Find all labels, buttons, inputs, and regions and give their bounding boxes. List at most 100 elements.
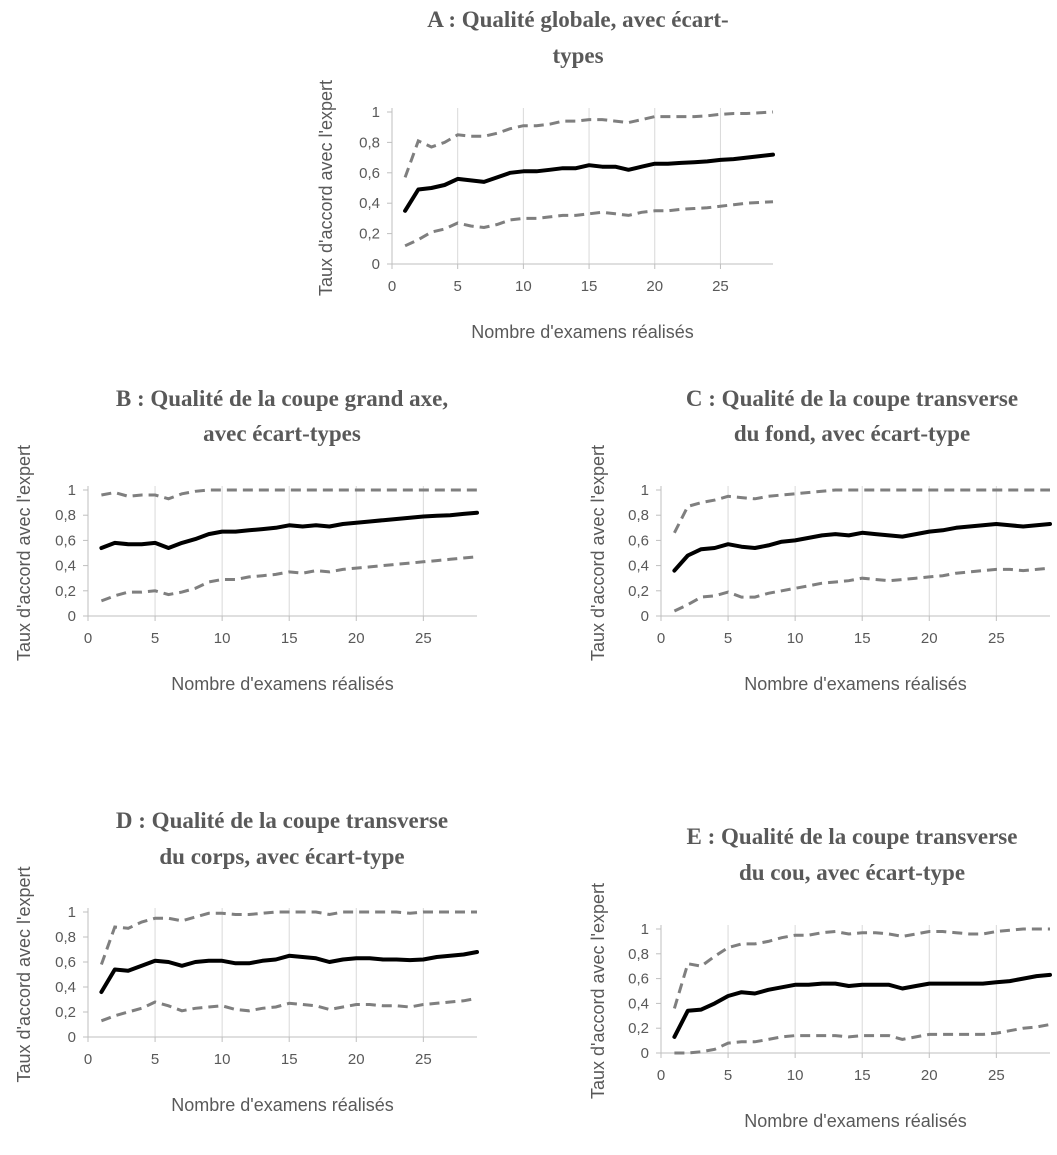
x-tick-label: 0 [84,1051,92,1068]
y-tick-label: 1 [641,921,649,938]
y-tick-label: 0 [372,256,380,273]
y-tick-label: 0,2 [55,1004,76,1021]
x-tick-label: 10 [214,630,231,647]
y-tick-label: 1 [372,104,380,121]
y-tick-label: 0,6 [55,532,76,549]
chart-title-line: B : Qualité de la coupe grand axe, [116,386,448,411]
upper-sd-series-line [673,488,1050,534]
y-tick-label: 0,6 [359,165,380,182]
y-tick-label: 0 [68,1029,76,1046]
x-tick-label: 10 [214,1051,231,1068]
y-axis-title: Taux d'accord avec l'expert [14,445,34,661]
mean-series-line [672,522,1052,573]
y-tick-label: 0,8 [55,929,76,946]
y-axis-title: Taux d'accord avec l'expert [588,883,608,1099]
upper-sd-series-line [99,910,477,966]
lower-sd-series-line [674,1023,1051,1055]
x-tick-label: 25 [988,1067,1005,1084]
x-tick-label: 15 [581,278,598,295]
x-tick-label: 0 [657,630,665,647]
y-tick-label: 0,6 [628,971,649,988]
y-tick-label: 0,8 [55,507,76,524]
x-axis-title: Nombre d'examens réalisés [171,1095,394,1115]
y-axis-title: Taux d'accord avec l'expert [14,867,34,1083]
y-axis-title: Taux d'accord avec l'expert [588,445,608,661]
x-tick-label: 25 [712,278,729,295]
x-tick-label: 10 [515,278,532,295]
upper-sd-series-line [672,927,1050,1009]
mean-series-line [672,972,1052,1039]
y-axis-title: Taux d'accord avec l'expert [316,80,336,296]
y-tick-label: 0,8 [628,507,649,524]
x-tick-label: 15 [281,1051,298,1068]
chart-c: C : Qualité de la coupe transverse du fon… [588,386,1052,694]
y-tick-label: 1 [68,482,76,499]
x-tick-label: 20 [646,278,663,295]
x-tick-label: 15 [854,1067,871,1084]
lower-sd-series-line [404,200,774,248]
y-tick-label: 0,4 [359,195,380,212]
lower-sd-series-line [100,996,478,1023]
y-tick-label: 0,2 [359,226,380,243]
x-axis-title: Nombre d'examens réalisés [471,322,694,342]
mean-series-line [99,950,479,994]
chart-e: E : Qualité de la coupe transverse du cou… [588,824,1052,1131]
y-tick-label: 0,8 [628,946,649,963]
chart-title-line: C : Qualité de la coupe transverse [686,386,1018,411]
chart-title-line: du fond, avec écart-type [734,421,970,446]
y-tick-label: 0,6 [55,954,76,971]
chart-b: B : Qualité de la coupe grand axe, avec é… [14,386,479,694]
y-tick-label: 0 [641,608,649,625]
chart-title-line: E : Qualité de la coupe transverse [687,824,1018,849]
chart-title-line: A : Qualité globale, avec écart- [427,7,728,32]
x-tick-label: 20 [921,630,938,647]
x-tick-label: 10 [787,630,804,647]
x-tick-label: 20 [348,630,365,647]
x-tick-label: 0 [388,278,396,295]
chart-a: A : Qualité globale, avec écart-types 0 0,… [316,7,775,342]
x-tick-label: 25 [415,630,432,647]
x-axis-title: Nombre d'examens réalisés [171,674,394,694]
x-tick-label: 20 [348,1051,365,1068]
x-tick-label: 15 [854,630,871,647]
x-tick-label: 10 [787,1067,804,1084]
y-tick-label: 0,2 [55,583,76,600]
chart-title-line: du corps, avec écart-type [159,844,404,869]
chart-title-line: D : Qualité de la coupe transverse [116,808,448,833]
lower-sd-series-line [100,555,478,603]
lower-sd-series-line [673,566,1051,613]
x-axis-title: Nombre d'examens réalisés [744,674,967,694]
chart-title-line: avec écart-types [203,421,361,446]
y-tick-label: 0,4 [628,558,649,575]
chart-title-line: du cou, avec écart-type [739,860,965,885]
x-tick-label: 15 [281,630,298,647]
mean-series-line [403,152,775,213]
x-tick-label: 5 [724,1067,732,1084]
y-tick-label: 0 [641,1045,649,1062]
x-tick-label: 20 [921,1067,938,1084]
y-tick-label: 0,2 [628,1020,649,1037]
y-tick-label: 0,4 [628,995,649,1012]
x-tick-label: 5 [724,630,732,647]
chart-d: D : Qualité de la coupe transverse du cor… [14,808,479,1115]
upper-sd-series-line [403,110,774,178]
x-axis-title: Nombre d'examens réalisés [744,1111,967,1131]
mean-series-line [99,510,479,550]
y-tick-label: 0,2 [628,583,649,600]
x-tick-label: 5 [151,1051,159,1068]
y-tick-label: 1 [68,904,76,921]
x-tick-label: 0 [657,1067,665,1084]
x-tick-label: 5 [151,630,159,647]
x-tick-label: 25 [988,630,1005,647]
y-tick-label: 0,8 [359,134,380,151]
chart-title-line: types [552,43,603,68]
x-tick-label: 5 [454,278,462,295]
x-tick-label: 0 [84,630,92,647]
y-tick-label: 0,4 [55,558,76,575]
y-tick-label: 0 [68,608,76,625]
y-tick-label: 1 [641,482,649,499]
y-tick-label: 0,6 [628,532,649,549]
x-tick-label: 25 [415,1051,432,1068]
y-tick-label: 0,4 [55,979,76,996]
